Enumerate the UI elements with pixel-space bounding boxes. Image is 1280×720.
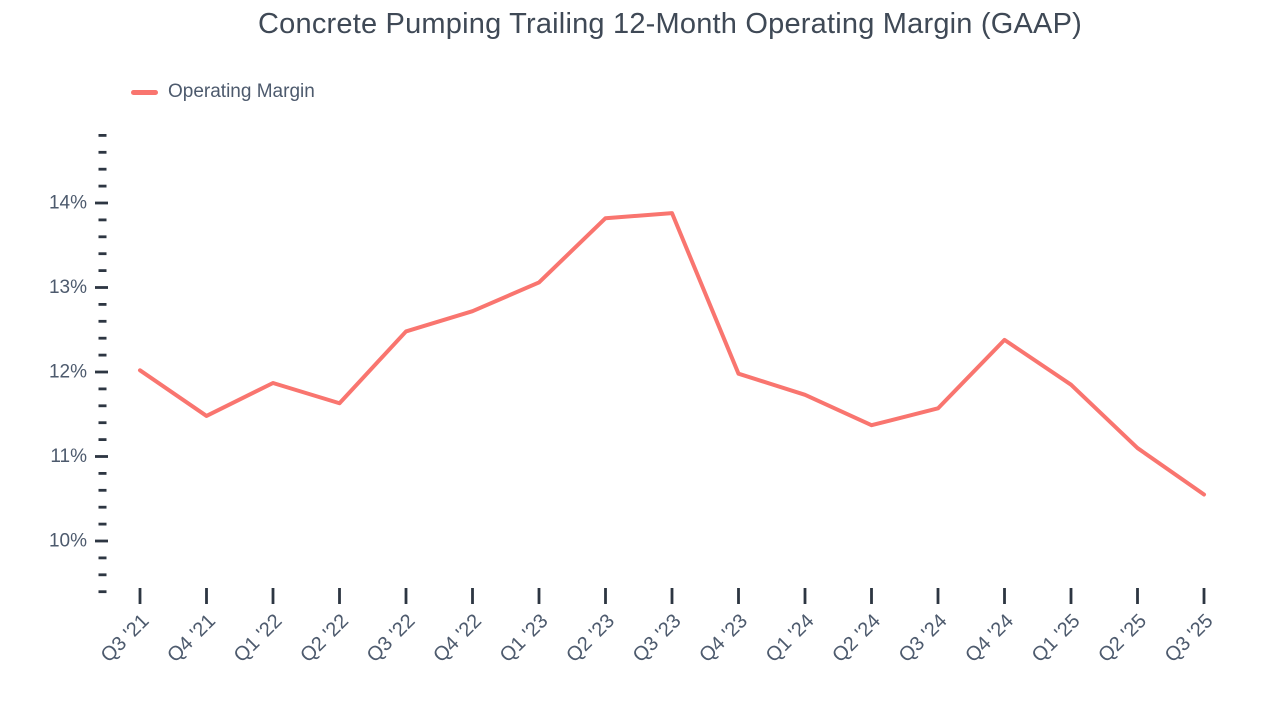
legend: Operating Margin [131,80,315,104]
x-axis-label: Q4 '23 [695,610,752,667]
x-axis-label: Q1 '22 [230,610,287,667]
x-axis-label: Q4 '24 [961,610,1018,667]
x-axis-label: Q3 '21 [97,610,154,667]
x-axis-label: Q1 '25 [1028,610,1085,667]
y-axis-label: 14% [49,193,87,214]
x-axis-label: Q1 '24 [762,610,819,667]
x-axis-label: Q3 '23 [629,610,686,667]
x-axis-label: Q3 '24 [895,610,952,667]
chart-title: Concrete Pumping Trailing 12-Month Opera… [258,8,1082,40]
legend-label: Operating Margin [168,81,315,102]
x-axis-label: Q2 '23 [562,610,619,667]
x-axis-label: Q3 '22 [363,610,420,667]
y-axis-label: 11% [50,446,87,467]
legend-line-swatch [131,89,158,95]
x-axis-label: Q4 '21 [163,610,220,667]
x-axis-label: Q3 '25 [1161,610,1218,667]
x-axis-label: Q1 '23 [496,610,553,667]
x-axis-label: Q2 '25 [1094,610,1151,667]
x-axis-label: Q4 '22 [429,610,486,667]
y-axis-label: 10% [49,531,87,552]
y-axis-label: 12% [49,362,87,383]
x-axis-label: Q2 '24 [828,610,885,667]
series-line-operating-margin [138,211,1206,497]
y-axis-label: 13% [49,277,87,298]
x-axis-label: Q2 '22 [296,610,353,667]
